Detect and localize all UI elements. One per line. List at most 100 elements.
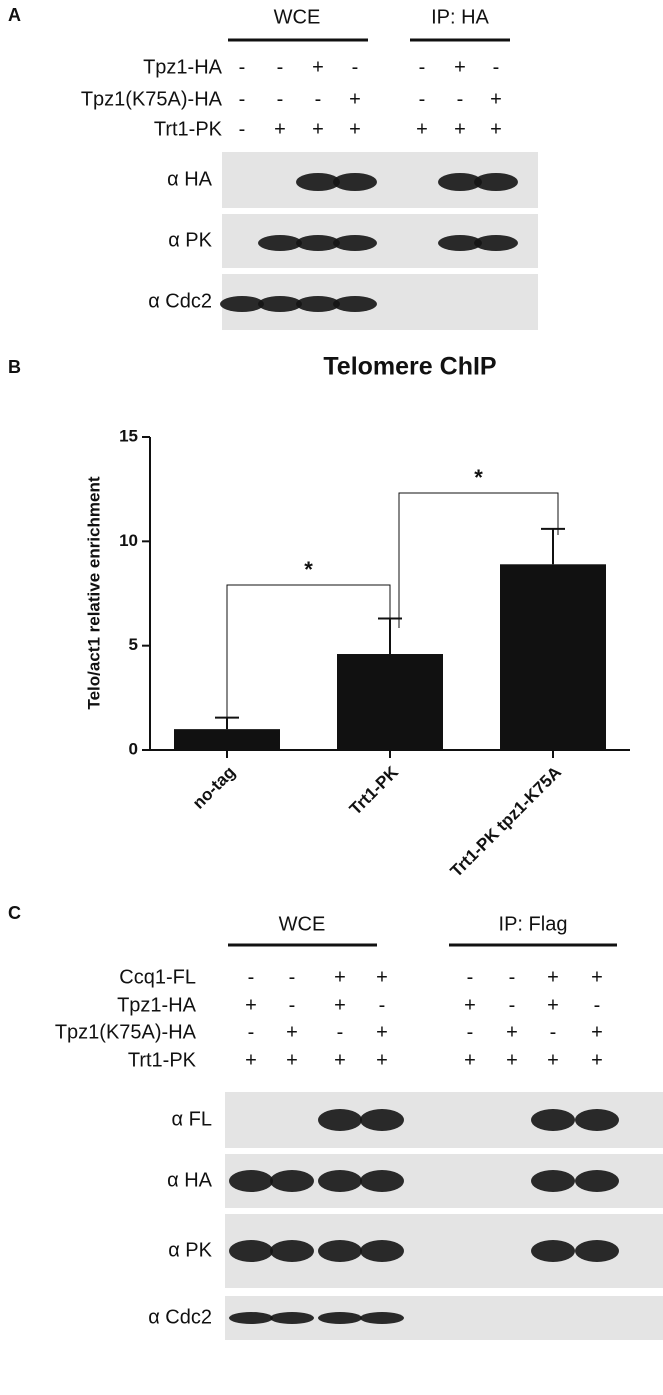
bar xyxy=(337,654,443,750)
sign: + xyxy=(334,1049,346,1071)
band xyxy=(229,1312,273,1324)
sign: - xyxy=(315,88,322,110)
group-header: IP: HA xyxy=(431,6,489,28)
sign: - xyxy=(379,994,386,1016)
sign: + xyxy=(506,1021,518,1043)
band xyxy=(531,1170,575,1192)
band xyxy=(531,1109,575,1131)
band xyxy=(270,1240,314,1262)
group-header: WCE xyxy=(279,913,326,935)
band xyxy=(318,1170,362,1192)
sign: + xyxy=(464,1049,476,1071)
x-tick-label: Trt1-PK tpz1-K75A xyxy=(447,763,565,881)
band xyxy=(438,235,482,251)
sign: - xyxy=(289,966,296,988)
sign: + xyxy=(591,1021,603,1043)
significance-bracket xyxy=(398,492,559,628)
band xyxy=(360,1170,404,1192)
sign: + xyxy=(286,1021,298,1043)
sign: + xyxy=(334,994,346,1016)
y-tick-label: 5 xyxy=(129,635,138,654)
y-tick-label: 10 xyxy=(119,531,138,550)
band xyxy=(270,1312,314,1324)
sign: + xyxy=(490,118,502,140)
row-label: Tpz1-HA xyxy=(117,994,197,1016)
band xyxy=(296,235,340,251)
row-label: Ccq1-FL xyxy=(119,966,196,988)
sign: + xyxy=(376,1021,388,1043)
sign: + xyxy=(547,966,559,988)
row-label: Tpz1(K75A)-HA xyxy=(81,88,223,110)
band xyxy=(229,1240,273,1262)
sign: + xyxy=(334,966,346,988)
band xyxy=(474,173,518,191)
sign: - xyxy=(277,88,284,110)
sign: + xyxy=(547,994,559,1016)
band xyxy=(258,235,302,251)
band xyxy=(360,1240,404,1262)
band xyxy=(438,173,482,191)
band xyxy=(318,1312,362,1324)
sign: - xyxy=(419,56,426,78)
band xyxy=(333,235,377,251)
significance-bracket xyxy=(226,584,391,718)
sign: - xyxy=(509,966,516,988)
band xyxy=(258,296,302,312)
significance-star: * xyxy=(474,465,483,490)
sign: + xyxy=(416,118,428,140)
bar xyxy=(174,729,280,750)
sign: + xyxy=(591,1049,603,1071)
sign: + xyxy=(464,994,476,1016)
chart-title: Telomere ChIP xyxy=(323,353,496,381)
sign: + xyxy=(349,88,361,110)
sign: - xyxy=(457,88,464,110)
band xyxy=(318,1109,362,1131)
band xyxy=(220,296,264,312)
panel-label: A xyxy=(8,5,21,25)
band xyxy=(296,296,340,312)
row-label: Trt1-PK xyxy=(154,118,223,140)
band xyxy=(360,1312,404,1324)
sign: - xyxy=(289,994,296,1016)
sign: - xyxy=(239,88,246,110)
y-axis-label: Telo/act1 relative enrichment xyxy=(84,476,103,709)
band xyxy=(360,1109,404,1131)
band xyxy=(270,1170,314,1192)
sign: - xyxy=(248,1021,255,1043)
sign: - xyxy=(594,994,601,1016)
sign: - xyxy=(550,1021,557,1043)
sign: - xyxy=(467,966,474,988)
band xyxy=(575,1170,619,1192)
sign: + xyxy=(245,1049,257,1071)
band xyxy=(575,1240,619,1262)
blot-label: α HA xyxy=(167,1169,213,1191)
sign: - xyxy=(277,56,284,78)
sign: + xyxy=(376,966,388,988)
sign: + xyxy=(547,1049,559,1071)
sign: + xyxy=(312,118,324,140)
panel-label: B xyxy=(8,357,21,377)
row-label: Tpz1-HA xyxy=(143,56,223,78)
group-header: WCE xyxy=(274,6,321,28)
bar xyxy=(500,564,606,750)
sign: - xyxy=(467,1021,474,1043)
blot-label: α HA xyxy=(167,168,213,190)
band xyxy=(318,1240,362,1262)
sign: - xyxy=(419,88,426,110)
band xyxy=(531,1240,575,1262)
sign: + xyxy=(490,88,502,110)
blot-label: α PK xyxy=(168,1239,212,1261)
band xyxy=(575,1109,619,1131)
sign: - xyxy=(509,994,516,1016)
sign: - xyxy=(493,56,500,78)
blot-label: α Cdc2 xyxy=(148,1306,212,1328)
sign: + xyxy=(454,118,466,140)
sign: - xyxy=(248,966,255,988)
x-tick-label: no-tag xyxy=(189,763,239,813)
sign: + xyxy=(245,994,257,1016)
sign: - xyxy=(337,1021,344,1043)
sign: + xyxy=(349,118,361,140)
sign: + xyxy=(454,56,466,78)
group-header: IP: Flag xyxy=(499,913,568,935)
